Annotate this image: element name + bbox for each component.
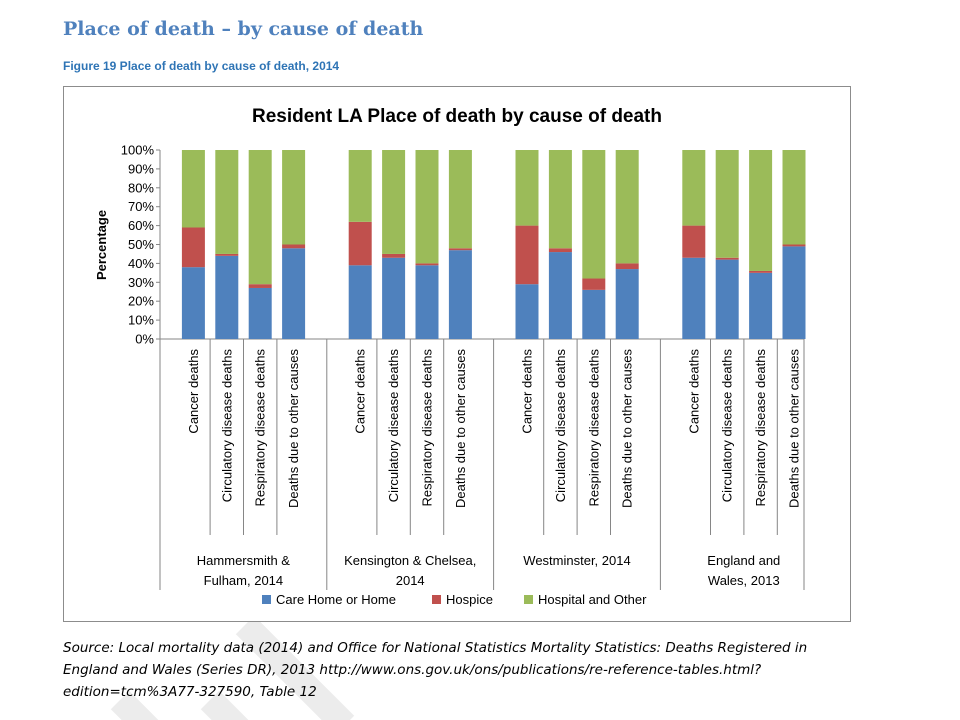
- group-label: Fulham, 2014: [204, 573, 284, 588]
- bar-segment-hospice: [215, 253, 239, 256]
- x-category-label: Respiratory disease deaths: [253, 349, 268, 507]
- stacked-bar-chart: Resident LA Place of death by cause of d…: [94, 106, 806, 607]
- bar-segment-care-home-or-home: [348, 265, 372, 339]
- x-category-label: Cancer deaths: [353, 349, 368, 434]
- bar-segment-hospital-and-other: [215, 150, 239, 254]
- bar-segment-hospice: [248, 284, 272, 288]
- bar-segment-hospice: [282, 244, 306, 249]
- bar-segment-hospital-and-other: [348, 150, 372, 222]
- group-label: Westminster, 2014: [523, 553, 630, 568]
- bar-segment-hospice: [582, 278, 606, 290]
- x-category-label: Respiratory disease deaths: [753, 349, 768, 507]
- x-category-label: Deaths due to other causes: [787, 349, 802, 508]
- bar-segment-care-home-or-home: [382, 257, 406, 339]
- y-tick-label: 30%: [128, 275, 154, 290]
- bar-segment-care-home-or-home: [181, 267, 205, 339]
- bar-segment-hospital-and-other: [715, 150, 739, 258]
- bar-segment-care-home-or-home: [548, 252, 572, 339]
- y-tick-label: 20%: [128, 294, 154, 309]
- bar-segment-hospice: [749, 270, 773, 273]
- y-tick-label: 100%: [121, 143, 155, 158]
- bar-segment-hospital-and-other: [415, 150, 439, 264]
- bar-segment-hospital-and-other: [615, 150, 639, 264]
- figure-caption: Figure 19 Place of death by cause of dea…: [63, 59, 340, 73]
- bar-segment-care-home-or-home: [682, 257, 706, 339]
- y-tick-label: 10%: [128, 313, 154, 328]
- bar-segment-hospice: [782, 244, 806, 247]
- x-category-label: Respiratory disease deaths: [420, 349, 435, 507]
- bar-segment-care-home-or-home: [749, 272, 773, 339]
- bar-segment-hospice: [348, 221, 372, 266]
- x-category-label: Circulatory disease deaths: [553, 349, 568, 503]
- y-tick-label: 60%: [128, 218, 154, 233]
- bar-segment-care-home-or-home: [582, 289, 606, 339]
- x-category-label: Deaths due to other causes: [286, 349, 301, 508]
- x-category-label: Circulatory disease deaths: [386, 349, 401, 503]
- chart-title: Resident LA Place of death by cause of d…: [252, 106, 662, 127]
- bar-segment-care-home-or-home: [282, 248, 306, 339]
- y-tick-label: 40%: [128, 256, 154, 271]
- bar-segment-hospice: [682, 225, 706, 258]
- group-label: 2014: [396, 573, 425, 588]
- legend-swatch: [524, 595, 533, 604]
- bar-segment-hospital-and-other: [382, 150, 406, 254]
- bar-segment-care-home-or-home: [615, 269, 639, 339]
- y-axis-label: Percentage: [94, 210, 109, 280]
- bar-segment-hospice: [515, 225, 539, 285]
- group-label: Hammersmith &: [197, 553, 291, 568]
- bar-segment-hospital-and-other: [682, 150, 706, 226]
- x-category-label: Cancer deaths: [186, 349, 201, 434]
- bar-segment-hospice: [181, 227, 205, 268]
- x-category-label: Deaths due to other causes: [453, 349, 468, 508]
- x-category-label: Deaths due to other causes: [620, 349, 635, 508]
- bar-segment-care-home-or-home: [515, 284, 539, 339]
- bar-segment-hospice: [382, 253, 406, 258]
- legend-swatch: [432, 595, 441, 604]
- chart-frame: Resident LA Place of death by cause of d…: [63, 86, 851, 622]
- bar-segment-hospital-and-other: [515, 150, 539, 226]
- legend-label: Hospital and Other: [538, 592, 647, 607]
- bar-segment-hospital-and-other: [782, 150, 806, 245]
- x-category-label: Respiratory disease deaths: [586, 349, 601, 507]
- y-tick-label: 50%: [128, 237, 154, 252]
- legend-label: Care Home or Home: [276, 592, 396, 607]
- legend-swatch: [262, 595, 271, 604]
- x-category-label: Circulatory disease deaths: [720, 349, 735, 503]
- bar-segment-hospital-and-other: [749, 150, 773, 271]
- bar-segment-hospital-and-other: [548, 150, 572, 249]
- group-label: Wales, 2013: [708, 573, 780, 588]
- x-category-label: Cancer deaths: [686, 349, 701, 434]
- group-label: England and: [707, 553, 780, 568]
- page-heading: Place of death – by cause of death: [63, 18, 424, 40]
- bar-segment-hospice: [448, 248, 472, 251]
- source-note: Source: Local mortality data (2014) and …: [63, 640, 808, 700]
- bar-segment-care-home-or-home: [248, 287, 272, 339]
- bar-segment-care-home-or-home: [715, 259, 739, 339]
- bar-segment-hospital-and-other: [282, 150, 306, 245]
- bar-segment-care-home-or-home: [215, 255, 239, 339]
- bar-segment-care-home-or-home: [448, 250, 472, 339]
- group-label: Kensington & Chelsea,: [344, 553, 476, 568]
- bar-segment-care-home-or-home: [415, 265, 439, 339]
- bar-segment-hospice: [415, 263, 439, 266]
- y-tick-label: 90%: [128, 161, 154, 176]
- y-tick-label: 70%: [128, 199, 154, 214]
- x-category-label: Circulatory disease deaths: [219, 349, 234, 503]
- bar-segment-hospice: [548, 248, 572, 253]
- bar-segment-hospital-and-other: [582, 150, 606, 279]
- legend-label: Hospice: [446, 592, 493, 607]
- bar-segment-hospital-and-other: [448, 150, 472, 249]
- bar-segment-hospital-and-other: [248, 150, 272, 285]
- bar-segment-hospice: [715, 257, 739, 260]
- y-tick-label: 80%: [128, 180, 154, 195]
- y-tick-label: 0%: [135, 332, 154, 347]
- bar-segment-care-home-or-home: [782, 246, 806, 339]
- x-category-label: Cancer deaths: [520, 349, 535, 434]
- plot-area: 0% 10% 20% 30% 40% 50% 60% 70% 80% 90% 100% Cancer …: [121, 143, 806, 607]
- bar-segment-hospital-and-other: [181, 150, 205, 228]
- bar-segment-hospice: [615, 263, 639, 270]
